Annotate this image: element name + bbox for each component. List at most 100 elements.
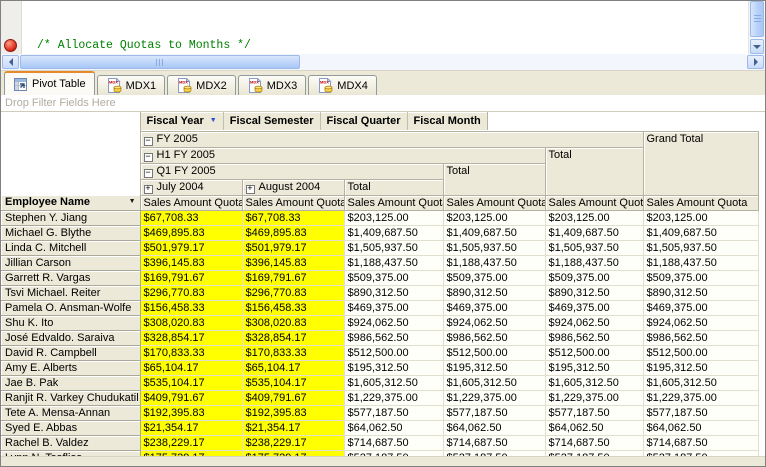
tab-mdx1[interactable]: MDX MDX1 <box>96 75 166 95</box>
tab-mdx4[interactable]: MDX MDX4 <box>308 75 377 95</box>
quota-value-cell: $1,409,687.50 <box>545 225 644 241</box>
measure-header[interactable]: Sales Amount Quota <box>545 195 644 211</box>
quota-value-cell: $156,458.33 <box>140 300 243 316</box>
employee-name-cell[interactable]: Lynn N. Tsoflias <box>1 450 141 456</box>
editor-horizontal-scrollbar[interactable] <box>1 54 765 71</box>
quota-value-cell: $512,500.00 <box>443 345 546 361</box>
expand-icon[interactable] <box>143 184 153 194</box>
quota-value-cell: $203,125.00 <box>643 210 759 226</box>
employee-name-field[interactable]: Employee Name ▼ <box>1 195 141 211</box>
employee-name-cell[interactable]: Jae B. Pak <box>1 375 141 391</box>
field-label: Fiscal Month <box>413 115 481 127</box>
quota-value-cell: $986,562.50 <box>443 330 546 346</box>
field-fiscal-quarter[interactable]: Fiscal Quarter <box>319 112 407 130</box>
tab-label: Pivot Table <box>32 78 86 90</box>
header-grand-total[interactable]: Grand Total <box>643 131 759 196</box>
tab-pivot-table[interactable]: Pivot Table <box>4 71 95 95</box>
quota-value-cell: $296,770.83 <box>140 285 243 301</box>
employee-name-cell[interactable]: Ranjit R. Varkey Chudukatil <box>1 390 141 406</box>
quota-value-cell: $238,229.17 <box>140 435 243 451</box>
expand-icon[interactable] <box>245 184 255 194</box>
employee-name-cell[interactable]: Amy E. Alberts <box>1 360 141 376</box>
header-semester-total[interactable]: Total <box>443 163 546 196</box>
measure-header[interactable]: Sales Amount Quota <box>344 195 444 211</box>
measure-header[interactable]: Sales Amount Quota <box>242 195 345 211</box>
quota-value-cell: $192,395.83 <box>242 405 345 421</box>
header-year-total[interactable]: Total <box>545 147 644 196</box>
header-august-2004[interactable]: August 2004 <box>242 179 345 196</box>
quota-value-cell: $924,062.50 <box>545 315 644 331</box>
measure-header[interactable]: Sales Amount Quota <box>643 195 759 211</box>
employee-name-cell[interactable]: Pamela O. Ansman-Wolfe <box>1 300 141 316</box>
employee-name-cell[interactable]: Shu K. Ito <box>1 315 141 331</box>
scroll-right-button[interactable] <box>747 55 764 69</box>
employee-name-cell[interactable]: Michael G. Blythe <box>1 225 141 241</box>
tab-mdx3[interactable]: MDX MDX3 <box>237 75 307 95</box>
mdx-document-icon: MDX <box>319 78 333 93</box>
employee-name-cell[interactable]: Syed E. Abbas <box>1 420 141 436</box>
table-row: Jae B. Pak $535,104.17 $535,104.17 $1,605,3… <box>1 375 759 391</box>
table-row: Linda C. Mitchell $501,979.17 $501,979.17 $… <box>1 240 759 256</box>
quota-value-cell: $156,458.33 <box>242 300 345 316</box>
filter-fields-dropzone[interactable]: Drop Filter Fields Here <box>1 96 765 112</box>
quota-value-cell: $512,500.00 <box>643 345 759 361</box>
quota-value-cell: $1,409,687.50 <box>344 225 444 241</box>
quota-value-cell: $67,708.33 <box>140 210 243 226</box>
employee-name-cell[interactable]: Tsvi Michael. Reiter <box>1 285 141 301</box>
table-row: Lynn N. Tsoflias$175,729.17$175,729.17$5… <box>1 450 759 456</box>
quota-value-cell: $296,770.83 <box>242 285 345 301</box>
measure-header[interactable]: Sales Amount Quota <box>140 195 243 211</box>
editor-vertical-scrollbar[interactable] <box>748 1 765 54</box>
employee-name-cell[interactable]: Garrett R. Vargas <box>1 270 141 286</box>
quota-value-cell: $890,312.50 <box>443 285 546 301</box>
employee-name-dropdown-icon[interactable]: ▼ <box>128 198 136 206</box>
quota-value-cell: $1,188,437.50 <box>545 255 644 271</box>
employee-name-cell[interactable]: Jillian Carson <box>1 255 141 271</box>
quota-value-cell: $469,375.00 <box>443 300 546 316</box>
tab-mdx2[interactable]: MDX MDX2 <box>167 75 236 95</box>
fiscal-year-dropdown-icon[interactable]: ▼ <box>209 117 217 124</box>
vertical-scroll-thumb[interactable] <box>750 1 764 37</box>
employee-name-cell[interactable]: José Edvaldo. Saraiva <box>1 330 141 346</box>
breakpoint-gutter[interactable] <box>1 1 22 54</box>
quota-value-cell: $535,104.17 <box>242 375 345 391</box>
member-label: Q1 FY 2005 <box>156 164 216 177</box>
quota-value-cell: $1,505,937.50 <box>344 240 444 256</box>
collapse-icon[interactable] <box>143 152 153 162</box>
svg-text:MDX: MDX <box>250 80 259 85</box>
employee-name-cell[interactable]: David R. Campbell <box>1 345 141 361</box>
quota-value-cell: $714,687.50 <box>344 435 444 451</box>
quota-value-cell: $1,188,437.50 <box>443 255 546 271</box>
employee-name-cell[interactable]: Tete A. Mensa-Annan <box>1 405 141 421</box>
arrow-down-icon <box>753 44 761 53</box>
table-row: David R. Campbell $170,833.33 $170,833.33 $… <box>1 345 759 361</box>
quota-value-cell: $577,187.50 <box>643 405 759 421</box>
collapse-icon[interactable] <box>143 136 153 146</box>
scroll-down-button[interactable] <box>750 39 764 54</box>
quota-value-cell: $714,687.50 <box>443 435 546 451</box>
field-fiscal-semester[interactable]: Fiscal Semester <box>222 112 320 130</box>
employee-name-cell[interactable]: Stephen Y. Jiang <box>1 210 141 226</box>
svg-text:MDX: MDX <box>320 80 329 85</box>
tab-label: MDX4 <box>337 79 368 92</box>
header-h1-fy-2005[interactable]: H1 FY 2005 <box>140 147 546 164</box>
collapse-icon[interactable] <box>143 168 153 178</box>
breakpoint-icon[interactable] <box>4 39 17 52</box>
header-fy-2005[interactable]: FY 2005 <box>140 131 644 148</box>
mdx-script-editor[interactable]: /* Allocate Quotas to Months */ SCOPE ( … <box>1 1 765 54</box>
table-row: Tete A. Mensa-Annan $192,395.83 $192,395.8… <box>1 405 759 421</box>
header-quarter-total[interactable]: Total <box>344 179 444 196</box>
header-july-2004[interactable]: July 2004 <box>140 179 243 196</box>
horizontal-scroll-thumb[interactable] <box>20 55 300 69</box>
header-q1-fy-2005[interactable]: Q1 FY 2005 <box>140 163 444 180</box>
field-fiscal-year[interactable]: Fiscal Year ▼ <box>141 112 223 130</box>
field-header-row: Fiscal Year ▼ Fiscal Semester Fiscal Quar… <box>1 112 759 195</box>
scroll-left-button[interactable] <box>2 55 19 69</box>
measure-header[interactable]: Sales Amount Quota <box>443 195 546 211</box>
quota-value-cell: $1,229,375.00 <box>344 390 444 406</box>
employee-name-cell[interactable]: Linda C. Mitchell <box>1 240 141 256</box>
field-label: Employee Name <box>5 196 90 209</box>
field-fiscal-month[interactable]: Fiscal Month <box>406 112 487 130</box>
quota-value-cell: $986,562.50 <box>643 330 759 346</box>
employee-name-cell[interactable]: Rachel B. Valdez <box>1 435 141 451</box>
